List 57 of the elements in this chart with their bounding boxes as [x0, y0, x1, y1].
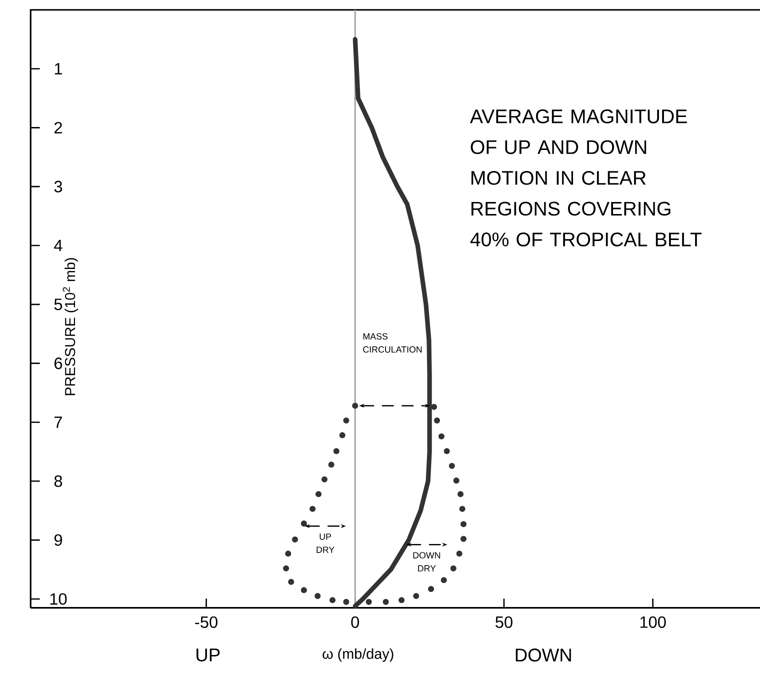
point — [315, 491, 322, 498]
point — [453, 478, 460, 484]
point — [413, 593, 420, 600]
y-tick-label: 3 — [54, 180, 62, 192]
point — [329, 597, 336, 604]
point — [434, 418, 440, 424]
point — [398, 597, 405, 604]
point — [339, 432, 346, 438]
point — [300, 520, 307, 527]
y-tick-label: 4 — [54, 240, 62, 252]
annotation: UP DRY — [316, 534, 334, 553]
point — [314, 593, 321, 600]
point — [382, 598, 389, 606]
point — [448, 462, 455, 469]
point — [310, 506, 316, 512]
y-tick-label: 8 — [54, 475, 62, 488]
x-tick-label: -50 — [195, 616, 218, 628]
point — [283, 565, 290, 572]
point — [352, 402, 358, 409]
point — [321, 476, 328, 482]
y-tick-label: 2 — [54, 122, 62, 134]
x-tick-label: 50 — [496, 616, 512, 628]
annotation: DOWN DRY — [413, 552, 440, 572]
y-tick-label: 6 — [54, 358, 62, 370]
point — [366, 598, 372, 606]
point — [459, 506, 466, 512]
x-tick-label: 0 — [351, 616, 360, 628]
annotation: MASS CIRCULATION — [363, 333, 422, 353]
point — [288, 578, 294, 585]
point — [292, 536, 298, 543]
point — [300, 587, 307, 594]
y-axis-title: PRESSURE (10$^{2}$ mb) — [62, 258, 78, 396]
point — [428, 586, 434, 592]
point — [450, 565, 456, 572]
point — [438, 433, 444, 440]
point — [440, 577, 447, 584]
x-tick-label: 100 — [640, 616, 666, 628]
point — [343, 598, 350, 606]
y-tick-label: 5 — [54, 298, 62, 310]
text: DOWN — [516, 648, 571, 662]
point — [444, 448, 450, 454]
point — [457, 491, 464, 498]
point — [285, 550, 292, 557]
point — [328, 462, 334, 468]
y-tick-label: 1 — [54, 63, 62, 74]
y-tick-label: 9 — [54, 534, 62, 546]
y-tick-label: 10 — [50, 593, 67, 605]
annotation: AVERAGE MAGNITUDE OF UP AND DOWN MOTION IN CLEAR REGIONS COVERING 40% OF TROPICAL BELT — [470, 110, 702, 246]
y-tick-label: 7 — [54, 416, 62, 428]
point — [460, 521, 467, 528]
text: UP — [196, 648, 220, 662]
x-axis-title: ω (mb/day) — [322, 648, 394, 662]
point — [333, 448, 340, 454]
point — [460, 536, 467, 542]
point — [343, 418, 350, 424]
point — [456, 550, 462, 557]
point — [430, 404, 438, 410]
